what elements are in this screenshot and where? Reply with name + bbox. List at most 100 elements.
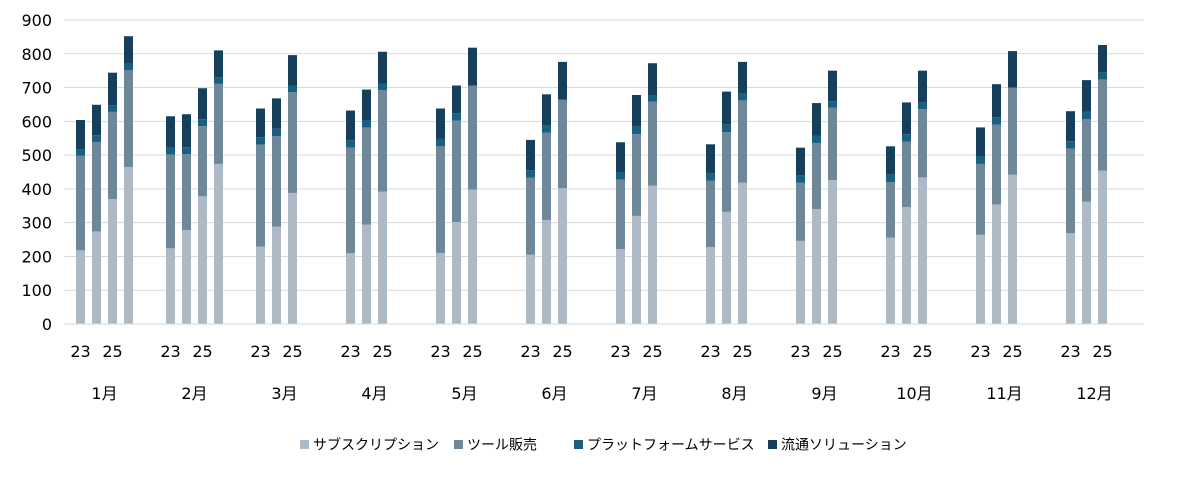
bar-4-25-series-3 [378, 83, 387, 91]
bar-9-24-series-3 [812, 135, 821, 143]
bar-8-25-series-4 [738, 61, 747, 94]
bar-3-24-series-2 [272, 136, 281, 227]
bar-5-23-series-3 [436, 138, 445, 147]
bar-11-25-series-1 [1008, 174, 1017, 324]
bar-5-25-series-2 [468, 85, 477, 190]
bar-4-23-series-1 [346, 253, 355, 324]
bar-10-24-series-4 [902, 102, 911, 135]
bar-11-25-series-4 [1008, 51, 1017, 88]
bar-10-24-series-1 [902, 207, 911, 324]
bar-7-25-series-4 [648, 63, 657, 95]
legend-swatch-3 [574, 440, 583, 449]
bar-3-25-series-1 [288, 192, 297, 324]
legend-swatch-2 [454, 440, 463, 449]
bar-1-23-series-2 [76, 155, 85, 251]
bar-4-25-series-1 [378, 191, 387, 324]
bar-4-23-series-2 [346, 147, 355, 254]
bar-7-23-series-2 [616, 179, 625, 250]
bar-9-23-series-1 [796, 240, 805, 324]
x-year-label: 23 [880, 342, 900, 361]
x-year-label: 23 [1060, 342, 1080, 361]
bar-8-25-series-3 [738, 93, 747, 101]
bar-2-23-series-1 [166, 248, 175, 324]
bar-6-23-series-4 [526, 139, 535, 171]
bar-12-24-series-2 [1082, 119, 1091, 202]
bar-1-26-series-1 [124, 166, 133, 324]
bar-12-25-series-4 [1098, 44, 1107, 73]
bar-3-23-series-2 [256, 144, 265, 247]
bar-2-25-series-1 [198, 196, 207, 324]
x-year-label: 23 [970, 342, 990, 361]
bar-5-24-series-3 [452, 113, 461, 121]
bar-6-25-series-2 [558, 99, 567, 189]
bar-10-23-series-2 [886, 182, 895, 238]
bar-4-25-series-2 [378, 90, 387, 192]
legend-label-2: ツール販売 [467, 438, 537, 454]
legend-swatch-4 [768, 440, 777, 449]
x-year-label: 25 [552, 342, 572, 361]
x-year-label: 25 [1002, 342, 1022, 361]
bar-1-25-series-4 [108, 72, 117, 106]
bar-10-25-series-4 [918, 70, 927, 103]
bar-8-23-series-3 [706, 173, 715, 181]
bar-12-23-series-1 [1066, 233, 1075, 324]
x-category-label: 2月 [181, 384, 207, 403]
bar-7-23-series-3 [616, 172, 625, 180]
bar-8-25-series-1 [738, 182, 747, 324]
y-tick-label: 400 [21, 180, 52, 199]
bar-10-23-series-1 [886, 237, 895, 324]
x-year-label: 25 [462, 342, 482, 361]
bar-6-24-series-4 [542, 94, 551, 126]
bar-7-25-series-1 [648, 185, 657, 324]
x-category-label: 6月 [541, 384, 567, 403]
bar-3-25-series-2 [288, 92, 297, 193]
x-year-label: 23 [340, 342, 360, 361]
x-category-label: 8月 [721, 384, 747, 403]
bar-8-25-series-2 [738, 100, 747, 183]
y-tick-label: 900 [21, 11, 52, 30]
bar-9-25-series-3 [828, 101, 837, 108]
y-tick-label: 500 [21, 146, 52, 165]
bar-4-23-series-4 [346, 110, 355, 141]
bar-5-23-series-4 [436, 108, 445, 139]
bar-1-26-series-2 [124, 70, 133, 167]
bar-12-23-series-3 [1066, 141, 1075, 149]
bar-8-24-series-4 [722, 91, 731, 125]
bar-11-24-series-2 [992, 124, 1001, 205]
bar-9-24-series-4 [812, 103, 821, 136]
x-year-label: 23 [610, 342, 630, 361]
bar-5-24-series-2 [452, 120, 461, 222]
bar-2-24-series-2 [182, 154, 191, 231]
bar-11-23-series-3 [976, 156, 985, 164]
bar-4-24-series-2 [362, 127, 371, 225]
bar-2-26-series-2 [214, 83, 223, 164]
bar-7-23-series-4 [616, 142, 625, 172]
bar-4-24-series-4 [362, 89, 371, 120]
bar-2-24-series-1 [182, 230, 191, 324]
x-year-label: 23 [790, 342, 810, 361]
bar-1-23-series-3 [76, 149, 85, 156]
bar-1-24-series-4 [92, 104, 101, 136]
x-year-label: 25 [822, 342, 842, 361]
legend-label-4: 流通ソリューション [781, 438, 907, 454]
bar-7-25-series-3 [648, 94, 657, 102]
bar-11-24-series-1 [992, 204, 1001, 324]
y-tick-label: 300 [21, 214, 52, 233]
bar-11-23-series-2 [976, 163, 985, 235]
bar-1-25-series-2 [108, 111, 117, 200]
bar-6-24-series-1 [542, 219, 551, 324]
x-category-label: 7月 [631, 384, 657, 403]
bar-12-25-series-3 [1098, 72, 1107, 80]
y-tick-label: 700 [21, 79, 52, 98]
bar-2-26-series-1 [214, 163, 223, 324]
bar-7-24-series-1 [632, 215, 641, 324]
bar-5-24-series-4 [452, 85, 461, 114]
bar-2-26-series-3 [214, 77, 223, 84]
bar-6-25-series-1 [558, 188, 567, 324]
bar-5-23-series-1 [436, 253, 445, 324]
y-tick-label: 600 [21, 112, 52, 131]
bar-7-24-series-3 [632, 126, 641, 135]
bar-2-23-series-3 [166, 147, 175, 155]
bar-2-25-series-4 [198, 88, 207, 120]
